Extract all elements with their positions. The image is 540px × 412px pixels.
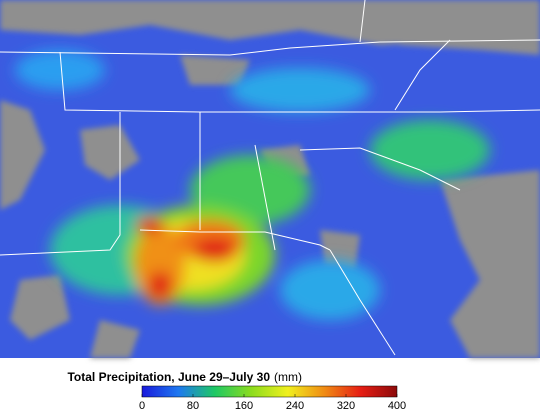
- colorbar-tick-label: 240: [286, 400, 304, 412]
- colorbar-tick-label: 0: [139, 400, 145, 412]
- colorbar-tick-label: 320: [337, 400, 355, 412]
- colorbar-title: Total Precipitation, June 29–July 30: [67, 370, 270, 384]
- colorbar-tick-label: 160: [235, 400, 253, 412]
- colorbar-unit: (mm): [274, 370, 302, 384]
- precipitation-map: [0, 0, 540, 358]
- colorbar-tick-label: 400: [388, 400, 406, 412]
- colorbar-tick-label: 80: [187, 400, 199, 412]
- colorbar: 0 80 160 240 320 400: [139, 385, 406, 412]
- colorbar-scale: [141, 385, 398, 398]
